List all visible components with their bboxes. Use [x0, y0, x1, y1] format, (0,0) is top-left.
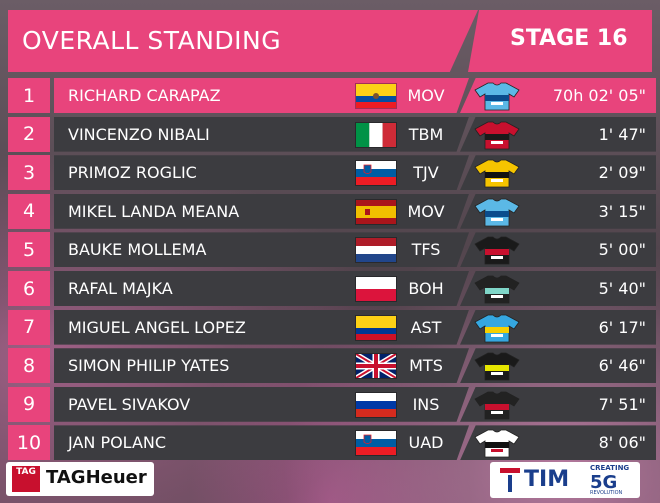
rider-name: SIMON PHILIP YATES [54, 348, 469, 384]
stage-label: STAGE 16 [510, 26, 628, 51]
slovenia-flag-icon [356, 431, 396, 456]
team-jersey-icon [474, 351, 520, 381]
team-jersey-icon [474, 197, 520, 227]
time-cell: 3' 15" [460, 193, 656, 229]
time-cell: 2' 09" [460, 155, 656, 191]
netherlands-flag-icon [356, 238, 396, 263]
gap-time: 6' 17" [598, 317, 646, 337]
gap-time: 7' 51" [598, 394, 646, 414]
table-row: 2 VINCENZO NIBALI TBM 1' 47" [8, 116, 656, 152]
rider-name: VINCENZO NIBALI [54, 116, 469, 152]
rank-number: 5 [8, 232, 50, 268]
time-cell: 5' 00" [460, 232, 656, 268]
table-row: 10 JAN POLANC UAD 8' 06" [8, 425, 656, 461]
time-cell: 6' 46" [460, 348, 656, 384]
tim-5g: 5G [590, 472, 618, 493]
team-jersey-icon [474, 428, 520, 458]
gap-time: 70h 02' 05" [552, 86, 646, 105]
tim-tagline-top: CREATING [590, 464, 630, 472]
italy-flag-icon [356, 122, 396, 147]
rider-name: RAFAL MAJKA [54, 271, 469, 306]
team-code: TJV [413, 163, 439, 183]
tag-badge-icon: TAG [12, 466, 40, 492]
spain-flag-icon [356, 199, 396, 224]
slovenia-flag-icon [356, 161, 396, 186]
rank-number: 8 [8, 348, 50, 384]
time-cell: 1' 47" [460, 116, 656, 152]
time-cell: 70h 02' 05" [460, 78, 656, 113]
poland-flag-icon [356, 277, 396, 301]
rider-name: PAVEL SIVAKOV [54, 386, 469, 422]
tim-mark-icon [500, 468, 520, 492]
table-row: 6 RAFAL MAJKA BOH 5' 40" [8, 271, 656, 306]
rank-number: 10 [8, 425, 50, 461]
rank-number: 4 [8, 193, 50, 229]
time-cell: 8' 06" [460, 425, 656, 461]
table-row: 9 PAVEL SIVAKOV INS 7' 51" [8, 386, 656, 422]
time-cell: 5' 40" [460, 271, 656, 306]
team-code: TBM [408, 124, 444, 144]
page-title: OVERALL STANDING [22, 26, 282, 55]
team-code: UAD [408, 433, 444, 453]
gap-time: 5' 40" [598, 279, 646, 298]
gap-time: 8' 06" [598, 433, 646, 453]
team-jersey-icon [474, 81, 520, 111]
rank-number: 6 [8, 271, 50, 306]
team-jersey-icon [474, 390, 520, 420]
russia-flag-icon [356, 392, 396, 417]
team-code: BOH [408, 279, 444, 298]
gap-time: 3' 15" [598, 201, 646, 221]
tim-tagline-bottom: REVOLUTION [590, 490, 623, 496]
rank-number: 9 [8, 386, 50, 422]
rank-number: 1 [8, 78, 50, 113]
gap-time: 1' 47" [598, 124, 646, 144]
table-row: 8 SIMON PHILIP YATES MTS 6' 46" [8, 348, 656, 384]
gap-time: 6' 46" [598, 356, 646, 376]
time-cell: 7' 51" [460, 386, 656, 422]
colombia-flag-icon [356, 315, 396, 340]
header-title-bar: OVERALL STANDING [8, 10, 478, 72]
rider-name: MIGUEL ANGEL LOPEZ [54, 309, 469, 345]
team-code: MTS [409, 356, 443, 376]
team-code: TFS [411, 240, 441, 260]
tim-logo: TIM CREATING 5G REVOLUTION [490, 462, 640, 498]
team-jersey-icon [474, 313, 520, 343]
team-code: AST [410, 317, 442, 337]
rider-name: PRIMOZ ROGLIC [54, 155, 469, 191]
table-row: 1 RICHARD CARAPAZ MOV 70h 02' 05" [8, 78, 656, 113]
rider-name: RICHARD CARAPAZ [54, 78, 469, 113]
rider-name: MIKEL LANDA MEANA [54, 193, 469, 229]
rank-number: 7 [8, 309, 50, 345]
gap-time: 5' 00" [598, 240, 646, 260]
team-jersey-icon [474, 120, 520, 150]
rank-number: 2 [8, 116, 50, 152]
rider-name: JAN POLANC [54, 425, 469, 461]
tagheuer-logo: TAG TAGHeuer [6, 462, 154, 496]
tagheuer-wordmark: TAGHeuer [46, 467, 147, 488]
table-row: 7 MIGUEL ANGEL LOPEZ AST 6' 17" [8, 309, 656, 345]
table-row: 3 PRIMOZ ROGLIC TJV 2' 09" [8, 155, 656, 191]
team-jersey-icon [474, 158, 520, 188]
team-jersey-icon [474, 274, 520, 304]
team-code: MOV [407, 201, 445, 221]
uk-flag-icon [354, 352, 398, 381]
table-row: 5 BAUKE MOLLEMA TFS 5' 00" [8, 232, 656, 268]
tim-wordmark: TIM [524, 467, 570, 492]
rider-name: BAUKE MOLLEMA [54, 232, 469, 268]
table-row: 4 MIKEL LANDA MEANA MOV 3' 15" [8, 193, 656, 229]
time-cell: 6' 17" [460, 309, 656, 345]
ecuador-flag-icon [356, 84, 396, 108]
header-stage-bar: STAGE 16 [468, 10, 652, 72]
gap-time: 2' 09" [598, 163, 646, 183]
rank-number: 3 [8, 155, 50, 191]
team-code: INS [412, 394, 440, 414]
team-code: MOV [407, 86, 445, 105]
team-jersey-icon [474, 235, 520, 265]
